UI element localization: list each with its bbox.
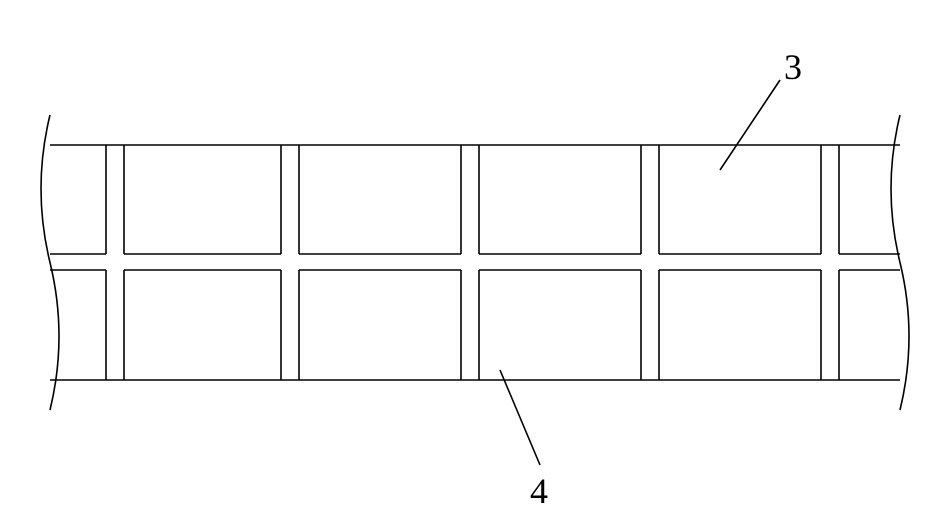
callout-label-4: 4 bbox=[530, 470, 548, 512]
section-diagram bbox=[0, 0, 950, 527]
callout-label-3: 3 bbox=[784, 46, 802, 88]
